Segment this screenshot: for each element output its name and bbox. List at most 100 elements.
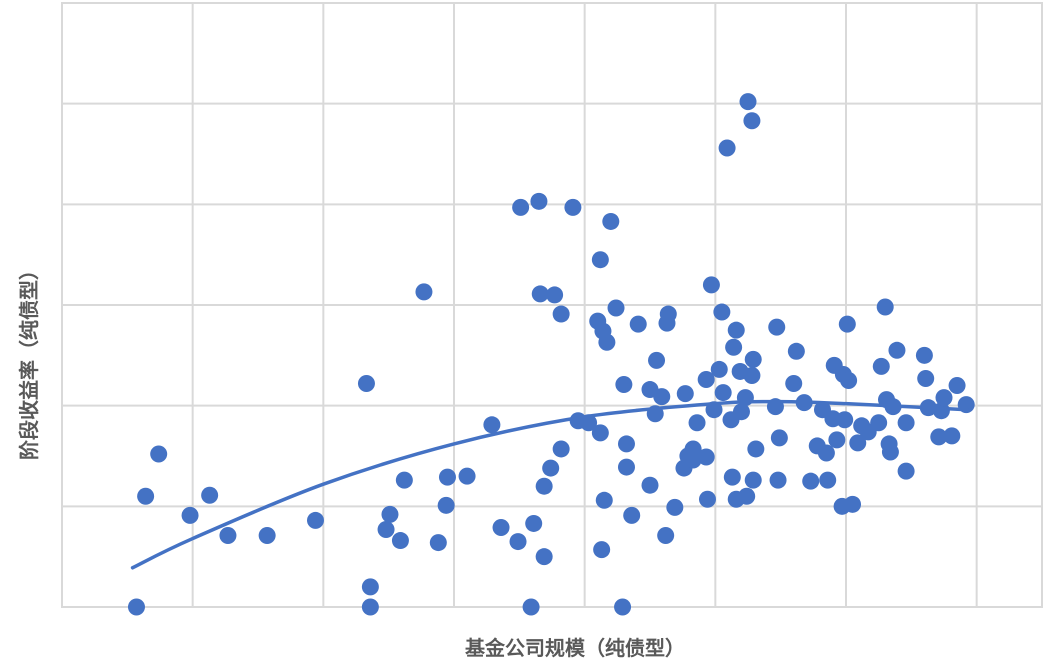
scatter-point <box>876 298 894 316</box>
scatter-point <box>718 139 736 157</box>
scatter-point <box>935 389 953 407</box>
scatter-point <box>744 471 762 489</box>
scatter-point <box>391 532 409 550</box>
scatter-point <box>591 424 609 442</box>
scatter-point <box>598 333 616 351</box>
x-axis-title: 基金公司规模（纯债型） <box>465 636 685 660</box>
scatter-point <box>770 429 788 447</box>
scatter-point <box>713 303 731 321</box>
scatter-point <box>697 370 715 388</box>
scatter-point <box>739 93 757 111</box>
scatter-point <box>836 411 854 429</box>
trend-line <box>130 399 970 570</box>
scatter-point <box>930 428 948 446</box>
scatter-point <box>769 471 787 489</box>
scatter-point <box>747 440 765 458</box>
scatter-point <box>817 444 835 462</box>
scatter-point <box>659 305 677 323</box>
scatter-point <box>564 198 582 216</box>
scatter-point <box>531 285 549 303</box>
scatter-point <box>657 527 675 545</box>
scatter-point <box>948 377 966 395</box>
scatter-point <box>743 366 761 384</box>
scatter-point <box>458 467 476 485</box>
scatter-point <box>546 286 564 304</box>
scatter-point <box>415 283 433 301</box>
scatter-point <box>714 384 732 402</box>
scatter-point <box>617 435 635 453</box>
scatter-point <box>917 369 935 387</box>
scatter-point <box>697 448 715 466</box>
scatter-point <box>201 486 219 504</box>
scatter-point <box>552 305 570 323</box>
scatter-point <box>595 491 613 509</box>
scatter-point <box>744 350 762 368</box>
scatter-point <box>429 534 447 552</box>
scatter-point <box>602 212 620 230</box>
scatter-point <box>897 462 915 480</box>
scatter-point <box>381 505 399 523</box>
scatter-point <box>509 533 527 551</box>
scatter-point <box>684 451 702 469</box>
scatter-point <box>357 375 375 393</box>
scatter-point <box>768 318 786 336</box>
scatter-point <box>897 414 915 432</box>
scatter-point <box>738 487 756 505</box>
scatter-point <box>849 434 867 452</box>
scatter-point <box>552 440 570 458</box>
scatter-point <box>361 598 379 616</box>
scatter-point <box>727 321 745 339</box>
scatter-point <box>522 598 540 616</box>
scatter-point <box>483 416 501 434</box>
scatter-point <box>593 541 611 559</box>
scatter-point <box>688 414 706 432</box>
scatter-point <box>888 341 906 359</box>
scatter-point <box>181 506 199 524</box>
scatter-point <box>629 315 647 333</box>
y-axis-title: 阶段收益率（纯债型） <box>17 260 41 460</box>
scatter-point <box>437 496 455 514</box>
scatter-point <box>219 527 237 545</box>
scatter-point <box>828 431 846 449</box>
scatter-point <box>607 299 625 317</box>
scatter-point <box>743 112 761 130</box>
scatter-point <box>881 443 899 461</box>
scatter-point <box>676 385 694 403</box>
scatter-point <box>591 251 609 269</box>
scatter-point <box>870 414 888 432</box>
scatter-point <box>127 598 145 616</box>
scatter-point <box>361 578 379 596</box>
scatter-point <box>819 471 837 489</box>
scatter-point <box>535 477 553 495</box>
scatter-point <box>512 198 530 216</box>
scatter-point <box>395 471 413 489</box>
scatter-point <box>698 490 716 508</box>
scatter-point <box>915 346 933 364</box>
scatter-point <box>723 468 741 486</box>
scatter-point <box>838 315 856 333</box>
scatter-point <box>150 445 168 463</box>
scatter-point <box>492 518 510 536</box>
scatter-point <box>725 338 743 356</box>
scatter-point <box>802 472 820 490</box>
scatter-point <box>785 375 803 393</box>
scatter-point <box>653 388 671 406</box>
scatter-point <box>732 403 750 421</box>
scatter-point <box>535 548 553 566</box>
scatter-point <box>943 427 961 445</box>
scatter-point <box>872 357 890 375</box>
scatter-point <box>542 459 560 477</box>
scatter-point <box>648 351 666 369</box>
scatter-point <box>525 514 543 532</box>
scatter-point <box>258 527 276 545</box>
scatter-point <box>614 598 632 616</box>
scatter-point <box>530 192 548 210</box>
scatter-point <box>840 372 858 389</box>
scatter-point <box>438 468 456 486</box>
scatter-point <box>306 511 324 529</box>
scatter-point <box>623 506 641 524</box>
scatter-point <box>666 498 684 516</box>
scatter-point <box>702 276 720 294</box>
scatter-point <box>844 495 862 513</box>
